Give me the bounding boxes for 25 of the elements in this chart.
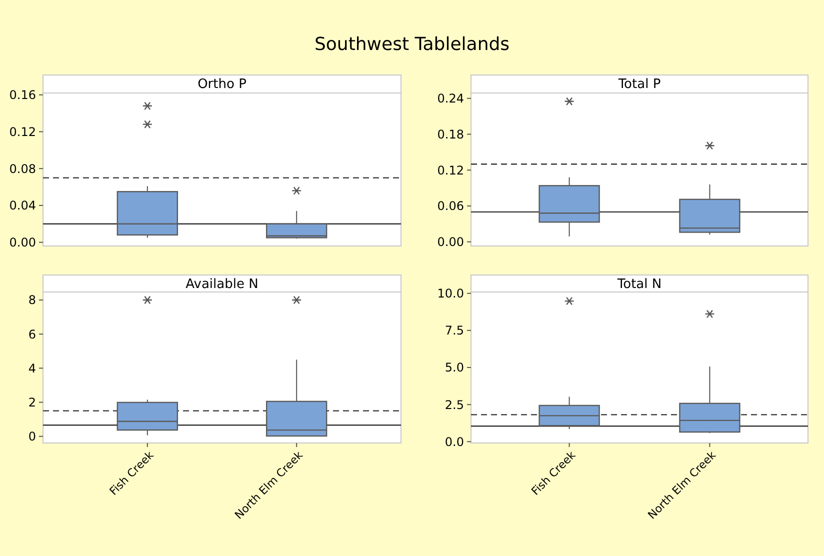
chart-subtitle: Ortho P [198,77,247,92]
y-tick-label: 5.0 [444,360,464,375]
y-tick-label: 0.18 [437,127,464,142]
y-tick-label: 4 [28,361,36,376]
y-tick-label: 0.0 [444,434,464,449]
y-tick-label: 8 [28,293,36,308]
y-tick-label: 0.00 [9,236,36,250]
y-tick-label: 2.5 [444,398,464,412]
y-tick-label: 0.12 [9,124,36,139]
y-tick-label: 10.0 [437,286,464,301]
chart-subtitle: Total P [617,77,661,92]
y-tick-label: 0.08 [9,162,36,176]
y-tick-label: 2 [28,395,36,410]
y-tick-label: 6 [28,327,36,342]
y-tick-label: 7.5 [444,324,464,338]
chart-title: Southwest Tablelands [314,34,510,55]
y-tick-label: 0.24 [437,92,464,106]
chart-subtitle: Total N [616,277,662,292]
y-tick-label: 0.04 [9,198,36,213]
y-tick-label: 0.00 [437,235,464,250]
y-tick-label: 0.12 [437,163,464,178]
y-tick-label: 0.06 [437,199,464,214]
chart-subtitle: Available N [186,277,258,292]
y-tick-label: 0.16 [9,88,36,102]
y-tick-label: 0 [28,430,36,444]
